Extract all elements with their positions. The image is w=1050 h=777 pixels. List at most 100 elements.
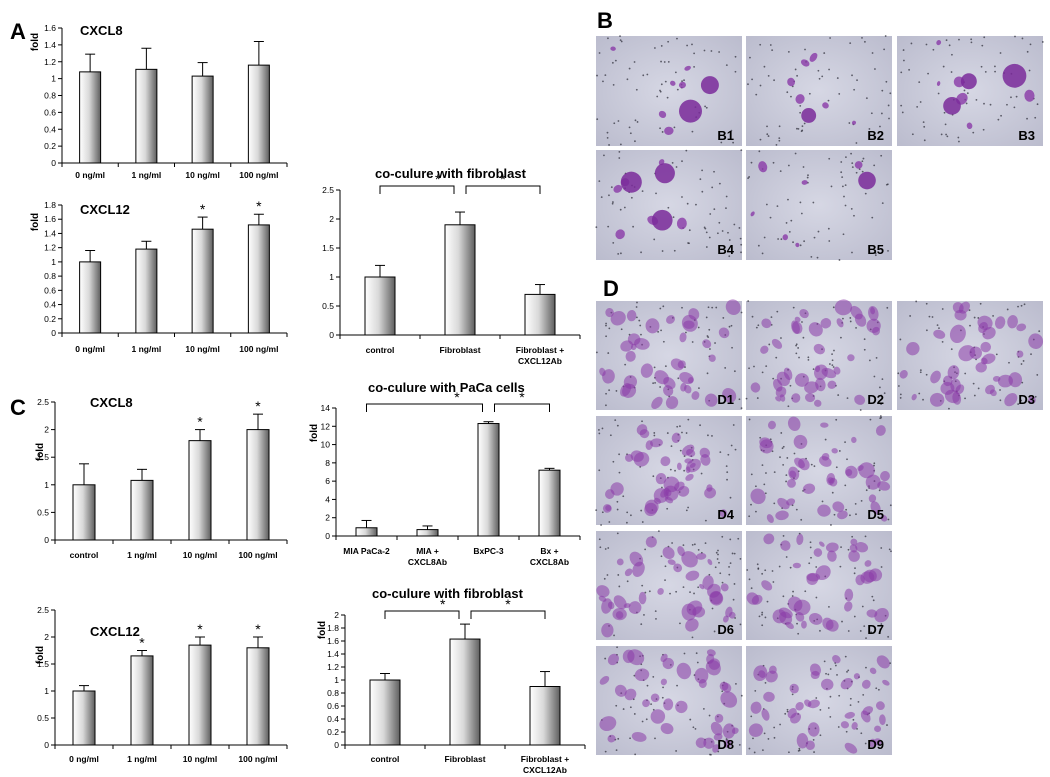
membrane-pore bbox=[705, 316, 708, 319]
membrane-pore bbox=[661, 696, 664, 699]
membrane-pore bbox=[681, 196, 683, 198]
membrane-pore bbox=[616, 532, 619, 535]
membrane-pore bbox=[705, 106, 708, 109]
micrograph: D7 bbox=[746, 531, 892, 640]
stained-cell bbox=[633, 452, 650, 467]
membrane-pore bbox=[685, 331, 687, 334]
membrane-pore bbox=[698, 387, 700, 389]
membrane-pore bbox=[629, 706, 632, 709]
stained-cell bbox=[679, 332, 687, 343]
membrane-pore bbox=[718, 221, 721, 224]
membrane-pore bbox=[613, 122, 616, 125]
membrane-pore bbox=[693, 52, 696, 55]
membrane-pore bbox=[958, 140, 960, 143]
stained-cell bbox=[665, 396, 679, 409]
category-label: Fibroblast bbox=[444, 754, 485, 764]
membrane-pore bbox=[725, 465, 728, 467]
membrane-pore bbox=[718, 51, 721, 53]
membrane-pore bbox=[788, 751, 790, 754]
membrane-pore bbox=[841, 185, 844, 188]
y-tick-label: 4 bbox=[325, 494, 330, 504]
membrane-pore bbox=[863, 348, 866, 351]
category-label: 10 ng/ml bbox=[185, 344, 219, 354]
stained-cell bbox=[644, 499, 659, 514]
membrane-pore bbox=[801, 125, 804, 128]
membrane-pore bbox=[840, 336, 842, 339]
membrane-pore bbox=[818, 77, 821, 80]
stained-cell bbox=[675, 700, 688, 714]
membrane-pore bbox=[1017, 305, 1019, 308]
membrane-pore bbox=[802, 336, 805, 339]
y-tick-label: 2 bbox=[44, 632, 49, 642]
membrane-pore bbox=[676, 88, 679, 91]
micrograph-label: D6 bbox=[717, 622, 734, 637]
y-tick-label: 1.6 bbox=[44, 214, 56, 224]
membrane-pore bbox=[970, 38, 973, 41]
membrane-pore bbox=[709, 753, 711, 756]
membrane-pore bbox=[601, 427, 604, 430]
stained-cell bbox=[706, 649, 716, 657]
membrane-pore bbox=[616, 508, 619, 511]
membrane-pore bbox=[849, 514, 851, 517]
membrane-pore bbox=[666, 507, 669, 510]
membrane-pore bbox=[758, 150, 761, 153]
membrane-pore bbox=[705, 231, 708, 234]
y-tick-label: 2.5 bbox=[322, 185, 334, 195]
membrane-pore bbox=[775, 356, 778, 359]
stained-cell bbox=[982, 326, 996, 340]
membrane-pore bbox=[1010, 96, 1012, 99]
membrane-pore bbox=[964, 397, 966, 400]
membrane-pore bbox=[676, 37, 678, 40]
y-tick-label: 1.2 bbox=[327, 662, 339, 672]
membrane-pore bbox=[761, 613, 763, 616]
membrane-pore bbox=[823, 52, 826, 54]
membrane-pore bbox=[622, 495, 625, 498]
stained-cell bbox=[820, 422, 829, 428]
stained-cell bbox=[1016, 350, 1024, 358]
membrane-pore bbox=[656, 95, 659, 98]
membrane-pore bbox=[944, 123, 947, 126]
membrane-pore bbox=[765, 203, 768, 206]
stained-cell bbox=[825, 542, 839, 553]
membrane-pore bbox=[948, 44, 951, 47]
membrane-pore bbox=[796, 127, 798, 130]
stained-cell bbox=[678, 81, 686, 89]
chart-2: co-culure with fibroblast 0 0.5 1 1.5 2 2.5 con… bbox=[322, 166, 581, 366]
membrane-pore bbox=[659, 386, 662, 388]
membrane-pore bbox=[757, 244, 760, 247]
bar bbox=[477, 423, 500, 537]
y-tick-label: 0.6 bbox=[44, 107, 56, 117]
stained-cell bbox=[868, 305, 879, 321]
micrograph-label: B1 bbox=[717, 128, 734, 143]
category-label: 100 ng/ml bbox=[238, 550, 277, 560]
stained-cell bbox=[981, 353, 996, 365]
charts-layer: CXCL8 fold 0 0.2 0.4 0.6 0.8 1 1.2 1.4 1.6 0 ng/ml 1… bbox=[30, 23, 586, 775]
y-tick-label: 2.5 bbox=[37, 605, 49, 615]
membrane-pore bbox=[751, 315, 754, 318]
stained-cell bbox=[758, 161, 768, 173]
membrane-pore bbox=[794, 152, 797, 155]
membrane-pore bbox=[1020, 363, 1023, 365]
category-label: 0 ng/ml bbox=[69, 754, 99, 764]
membrane-pore bbox=[691, 341, 694, 343]
category-label-line: 1 ng/ml bbox=[131, 170, 161, 180]
stained-cell bbox=[980, 341, 991, 353]
stained-cell bbox=[712, 744, 720, 753]
membrane-pore bbox=[942, 65, 945, 68]
membrane-pore bbox=[732, 424, 735, 426]
membrane-pore bbox=[735, 682, 737, 685]
membrane-pore bbox=[799, 111, 802, 114]
stained-cell bbox=[685, 618, 699, 632]
stained-cell bbox=[746, 592, 760, 605]
stained-cell bbox=[858, 462, 875, 479]
membrane-pore bbox=[798, 356, 800, 359]
stained-cell bbox=[713, 733, 723, 741]
membrane-pore bbox=[772, 377, 775, 380]
stained-cell bbox=[844, 601, 853, 612]
bar bbox=[135, 68, 158, 164]
stained-cell bbox=[929, 392, 945, 407]
membrane-pore bbox=[919, 371, 922, 374]
membrane-pore bbox=[837, 394, 840, 396]
stained-cell bbox=[853, 673, 860, 680]
membrane-pore bbox=[887, 518, 890, 521]
